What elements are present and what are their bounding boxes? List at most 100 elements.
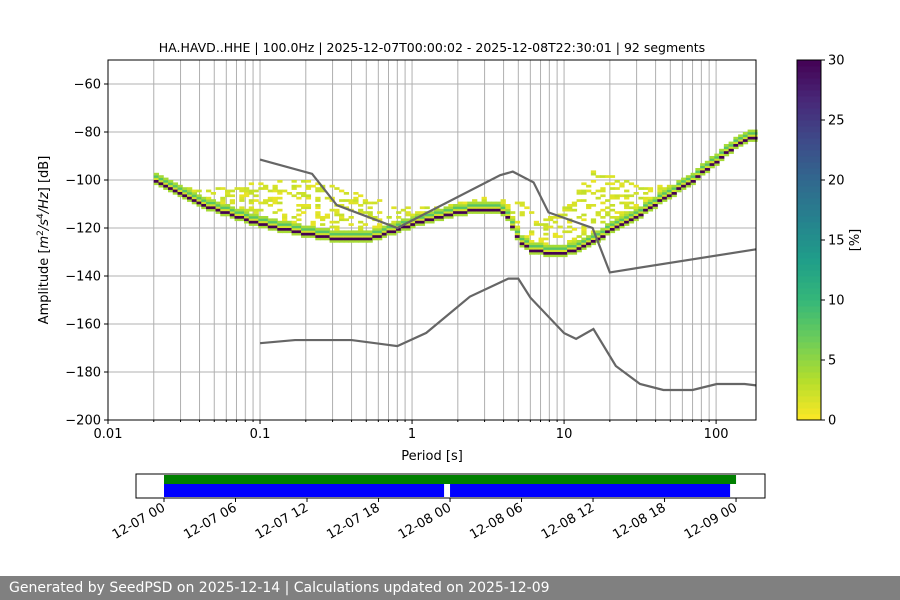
nlnm-line [259,277,757,392]
density-cell [619,213,625,217]
density-cell [662,196,668,200]
density-cell [163,184,169,188]
density-cell [305,228,312,231]
density-cell [244,192,250,195]
density-cell [614,218,620,222]
density-cell [628,218,635,222]
coverage-tick-label: 12-09 00 [682,500,740,542]
density-cell [652,206,658,210]
density-cell [647,196,654,200]
density-cell [529,244,535,248]
density-cell [172,189,179,193]
density-cell [405,225,411,229]
density-cell [168,189,174,193]
density-cell [229,201,236,205]
density-cell [690,177,696,181]
density-cell [272,189,278,193]
density-cell [362,211,369,214]
density-cell [329,237,335,241]
density-cell [239,218,245,222]
density-cell [510,220,516,224]
density-cell [291,232,297,236]
density-cell [662,194,668,198]
density-cell [538,223,544,226]
density-cell [225,204,231,207]
density-cell [296,225,302,229]
density-cell [296,228,302,231]
density-cell [619,218,625,222]
density-cell [704,165,711,169]
density-cell [472,206,478,210]
density-cell [239,211,245,214]
density-cell [329,235,335,238]
density-cell [244,189,250,193]
density-cell [438,211,445,214]
density-cell [619,194,625,198]
density-cell [272,196,278,200]
colorbar-segment [797,234,821,241]
density-cell [586,206,592,210]
density-cell [733,141,739,145]
density-cell [524,206,530,210]
density-cell [638,196,644,200]
colorbar-segment [797,90,821,97]
density-cell [657,196,663,200]
density-cell [410,213,416,217]
density-cell [562,249,568,253]
colorbar-segment [797,264,821,271]
density-cell [153,182,160,186]
colorbar-segment [797,180,821,187]
density-cell [605,206,611,210]
density-cell [329,240,335,243]
density-cell [514,235,521,238]
density-cell [334,213,340,217]
density-cell [614,225,620,229]
density-cell [258,223,264,226]
density-cell [419,220,426,224]
density-cell [234,208,240,212]
density-cell [381,235,388,238]
density-cell [324,196,331,200]
density-cell [253,189,259,193]
density-cell [386,225,392,229]
density-cell [415,223,421,226]
density-cell [239,199,245,202]
density-cell [676,180,682,183]
density-cell [543,232,549,236]
density-cell [624,180,630,183]
density-cell [272,218,278,222]
density-cell [624,220,630,224]
density-cell [353,237,359,241]
density-cell [358,240,364,243]
density-cell [600,216,606,219]
density-cell [429,213,435,217]
density-cell [215,208,221,212]
density-cell [733,146,739,150]
density-cell [339,204,345,207]
density-cell [491,211,497,214]
density-cell [657,201,663,205]
density-cell [500,211,506,214]
density-cell [267,196,274,200]
density-cell [529,232,535,236]
density-cell [491,206,497,210]
density-cell [168,187,174,190]
colorbar-label: [%] [848,229,863,252]
density-cell [258,208,264,212]
density-cell [538,252,544,255]
density-cell [419,211,426,214]
y-tick-label: −80 [74,126,101,141]
density-cell [334,208,340,212]
density-cell [643,201,649,205]
density-cell [234,213,240,217]
density-cell [514,232,521,236]
density-cell [543,223,549,226]
density-cell [400,220,407,224]
density-cell [286,223,293,226]
density-cell [462,201,468,205]
density-cell [182,194,188,198]
density-cell [339,216,345,219]
density-cell [244,208,250,212]
density-cell [533,249,540,253]
density-cell [685,177,692,181]
